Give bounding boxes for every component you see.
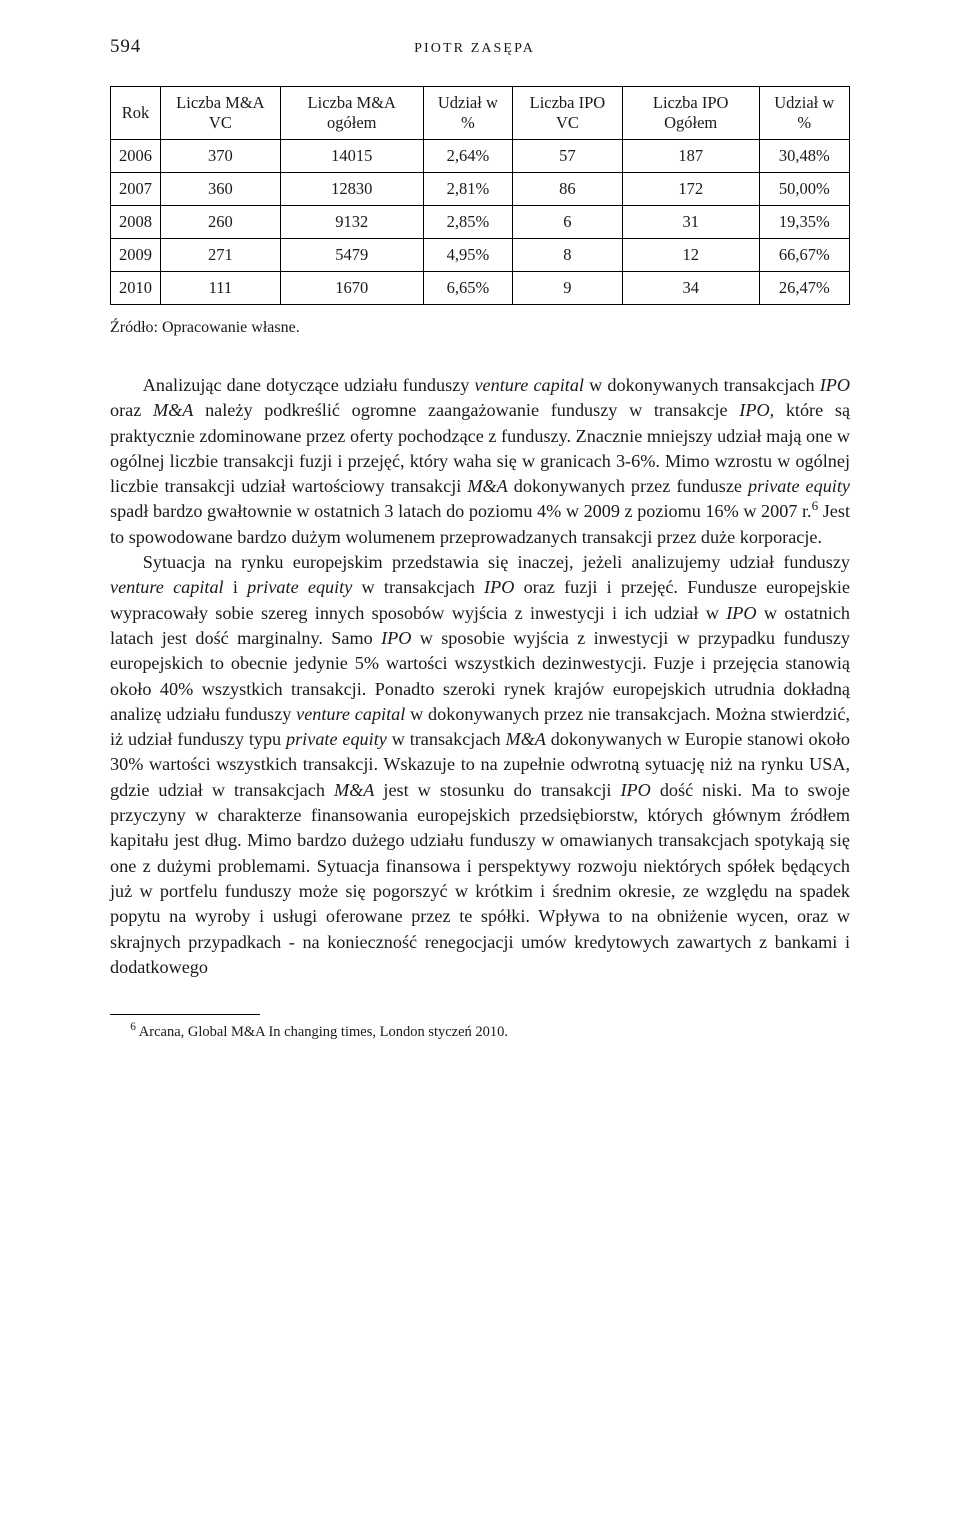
text-italic: M&A: [334, 780, 374, 800]
table-cell: 9132: [280, 206, 423, 239]
text-italic: M&A: [467, 476, 507, 496]
table-row: 201011116706,65%93426,47%: [111, 272, 850, 305]
col-udzial-2: Udział w %: [759, 87, 849, 140]
table-cell: 360: [161, 173, 281, 206]
footnote-rule: [110, 1014, 260, 1015]
text-italic: IPO: [381, 628, 411, 648]
col-ma-vc: Liczba M&A VC: [161, 87, 281, 140]
text: w dokonywanych transakcjach: [584, 375, 820, 395]
table-cell: 57: [513, 140, 623, 173]
table-row: 200927154794,95%81266,67%: [111, 239, 850, 272]
table-cell: 4,95%: [423, 239, 512, 272]
text: w transakcjach: [352, 577, 484, 597]
text-italic: IPO: [820, 375, 850, 395]
text-italic: IPO: [484, 577, 514, 597]
text: jest w stosunku do transakcji: [374, 780, 620, 800]
text: i: [224, 577, 248, 597]
table-cell: 271: [161, 239, 281, 272]
table-cell: 2006: [111, 140, 161, 173]
table-cell: 2009: [111, 239, 161, 272]
table-cell: 14015: [280, 140, 423, 173]
text: oraz: [110, 400, 153, 420]
table-cell: 2007: [111, 173, 161, 206]
table-row: 200826091322,85%63119,35%: [111, 206, 850, 239]
table-cell: 66,67%: [759, 239, 849, 272]
running-author: PIOTR ZASĘPA: [99, 41, 850, 57]
text: dość niski. Ma to swoje przyczyny w char…: [110, 780, 850, 977]
table-source: Źródło: Opracowanie własne.: [110, 319, 850, 337]
paragraph-2: Sytuacja na rynku europejskim przedstawi…: [110, 550, 850, 980]
table-cell: 370: [161, 140, 281, 173]
table-row: 2007360128302,81%8617250,00%: [111, 173, 850, 206]
text-italic: venture capital: [110, 577, 224, 597]
text-italic: IPO: [739, 400, 769, 420]
table-cell: 30,48%: [759, 140, 849, 173]
text-italic: M&A: [153, 400, 193, 420]
text: Sytuacja na rynku europejskim przedstawi…: [143, 552, 850, 572]
text-italic: private equity: [247, 577, 352, 597]
text-italic: venture capital: [296, 704, 405, 724]
table-cell: 12830: [280, 173, 423, 206]
text: w transakcjach: [387, 729, 506, 749]
table-cell: 26,47%: [759, 272, 849, 305]
text-italic: IPO: [726, 603, 756, 623]
text: Analizując dane dotyczące udziału fundus…: [143, 375, 475, 395]
col-udzial-1: Udział w %: [423, 87, 512, 140]
table-cell: 2008: [111, 206, 161, 239]
table-cell: 172: [622, 173, 759, 206]
col-ma-ogolem: Liczba M&A ogółem: [280, 87, 423, 140]
table-cell: 6: [513, 206, 623, 239]
table-cell: 111: [161, 272, 281, 305]
table-cell: 50,00%: [759, 173, 849, 206]
page: 594 PIOTR ZASĘPA Rok Liczba M&A VC Liczb…: [0, 0, 960, 1081]
col-rok: Rok: [111, 87, 161, 140]
data-table: Rok Liczba M&A VC Liczba M&A ogółem Udzi…: [110, 86, 850, 305]
col-ipo-ogolem: Liczba IPO Ogółem: [622, 87, 759, 140]
text-italic: venture capital: [474, 375, 584, 395]
body-text: Analizując dane dotyczące udziału fundus…: [110, 373, 850, 980]
table-cell: 187: [622, 140, 759, 173]
table-row: 2006370140152,64%5718730,48%: [111, 140, 850, 173]
paragraph-1: Analizując dane dotyczące udziału fundus…: [110, 373, 850, 550]
table-cell: 1670: [280, 272, 423, 305]
table-cell: 19,35%: [759, 206, 849, 239]
table-head: Rok Liczba M&A VC Liczba M&A ogółem Udzi…: [111, 87, 850, 140]
running-header: 594 PIOTR ZASĘPA: [110, 36, 850, 58]
table-cell: 2010: [111, 272, 161, 305]
text: należy podkreślić ogromne zaangażowanie …: [193, 400, 739, 420]
table-cell: 2,64%: [423, 140, 512, 173]
table-cell: 5479: [280, 239, 423, 272]
table-cell: 34: [622, 272, 759, 305]
text-italic: private equity: [748, 476, 850, 496]
col-ipo-vc: Liczba IPO VC: [513, 87, 623, 140]
text-italic: IPO: [620, 780, 650, 800]
table-cell: 86: [513, 173, 623, 206]
table-cell: 8: [513, 239, 623, 272]
table-cell: 6,65%: [423, 272, 512, 305]
text: dokonywanych przez fundusze: [508, 476, 748, 496]
table-cell: 2,85%: [423, 206, 512, 239]
text-italic: private equity: [286, 729, 387, 749]
footnote-6: 6 Arcana, Global M&A In changing times, …: [110, 1021, 850, 1041]
table-header-row: Rok Liczba M&A VC Liczba M&A ogółem Udzi…: [111, 87, 850, 140]
text: spadł bardzo gwałtownie w ostatnich 3 la…: [110, 501, 812, 521]
table-cell: 9: [513, 272, 623, 305]
table-cell: 260: [161, 206, 281, 239]
table-cell: 31: [622, 206, 759, 239]
table-body: 2006370140152,64%5718730,48%200736012830…: [111, 140, 850, 305]
text-italic: M&A: [505, 729, 545, 749]
footnote-text: Arcana, Global M&A In changing times, Lo…: [136, 1024, 508, 1040]
table-cell: 2,81%: [423, 173, 512, 206]
table-cell: 12: [622, 239, 759, 272]
